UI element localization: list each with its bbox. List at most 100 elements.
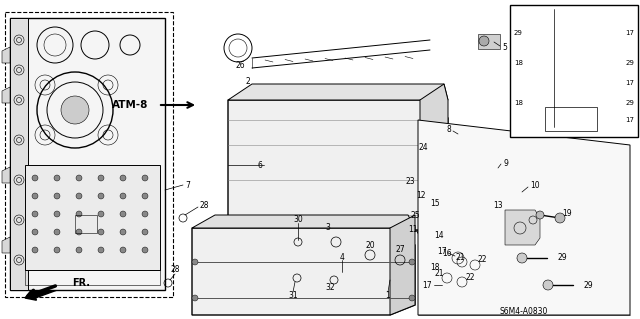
Circle shape <box>98 247 104 253</box>
Ellipse shape <box>374 185 402 207</box>
Ellipse shape <box>303 124 313 132</box>
Ellipse shape <box>337 275 363 295</box>
Polygon shape <box>2 47 10 63</box>
Text: 27: 27 <box>395 246 405 255</box>
Ellipse shape <box>338 188 358 204</box>
Circle shape <box>120 175 126 181</box>
Circle shape <box>98 175 104 181</box>
Text: 10: 10 <box>530 181 540 189</box>
Circle shape <box>32 175 38 181</box>
Ellipse shape <box>478 164 498 172</box>
Ellipse shape <box>556 96 576 110</box>
Ellipse shape <box>341 278 359 292</box>
Text: 32: 32 <box>325 284 335 293</box>
Text: 17: 17 <box>437 248 447 256</box>
Ellipse shape <box>551 22 581 44</box>
Ellipse shape <box>431 147 445 157</box>
Text: 29: 29 <box>558 254 568 263</box>
Ellipse shape <box>576 55 596 71</box>
Circle shape <box>142 247 148 253</box>
Ellipse shape <box>417 222 439 238</box>
Ellipse shape <box>341 245 359 259</box>
Ellipse shape <box>478 204 498 212</box>
Ellipse shape <box>556 76 576 90</box>
Circle shape <box>54 175 60 181</box>
Text: 5: 5 <box>502 43 507 53</box>
Polygon shape <box>418 120 630 315</box>
Polygon shape <box>420 84 448 230</box>
Circle shape <box>32 193 38 199</box>
Polygon shape <box>2 167 10 183</box>
Ellipse shape <box>422 190 442 205</box>
Text: 22: 22 <box>478 256 488 264</box>
Text: 28: 28 <box>170 265 180 275</box>
Ellipse shape <box>501 187 519 194</box>
Ellipse shape <box>437 197 459 213</box>
Text: 29: 29 <box>625 60 634 66</box>
Text: 29: 29 <box>514 30 523 36</box>
Ellipse shape <box>580 58 592 68</box>
Ellipse shape <box>301 245 319 259</box>
Bar <box>25 270 160 285</box>
Text: 14: 14 <box>435 231 444 240</box>
Text: 3: 3 <box>326 224 330 233</box>
Ellipse shape <box>261 245 279 259</box>
Circle shape <box>32 229 38 235</box>
Circle shape <box>76 229 82 235</box>
Text: 6: 6 <box>257 160 262 169</box>
Ellipse shape <box>501 203 519 210</box>
Polygon shape <box>228 84 448 100</box>
Ellipse shape <box>343 192 353 200</box>
Polygon shape <box>192 228 415 315</box>
Ellipse shape <box>257 242 283 262</box>
Ellipse shape <box>535 253 549 263</box>
Text: S6M4-A0830: S6M4-A0830 <box>500 308 548 316</box>
Text: 18: 18 <box>431 263 440 272</box>
Ellipse shape <box>298 120 318 136</box>
Text: 11: 11 <box>408 226 418 234</box>
Ellipse shape <box>576 95 596 111</box>
Ellipse shape <box>334 117 362 139</box>
Ellipse shape <box>564 282 572 288</box>
Text: 21: 21 <box>455 253 465 262</box>
Circle shape <box>120 211 126 217</box>
Ellipse shape <box>438 265 452 275</box>
Text: 29: 29 <box>625 100 634 106</box>
Ellipse shape <box>294 151 322 173</box>
Bar <box>510 5 638 137</box>
Ellipse shape <box>258 188 278 204</box>
Bar <box>75 215 97 233</box>
Ellipse shape <box>383 192 393 200</box>
Ellipse shape <box>378 120 398 136</box>
Text: 22: 22 <box>465 273 474 283</box>
Polygon shape <box>2 87 10 103</box>
Circle shape <box>517 253 527 263</box>
Ellipse shape <box>383 158 393 166</box>
Text: 26: 26 <box>235 61 245 70</box>
Text: 8: 8 <box>446 125 451 135</box>
Circle shape <box>98 229 104 235</box>
Bar <box>25 165 160 270</box>
Ellipse shape <box>294 117 322 139</box>
Text: 29: 29 <box>584 280 594 290</box>
Ellipse shape <box>338 120 358 136</box>
Ellipse shape <box>254 185 282 207</box>
Ellipse shape <box>298 188 318 204</box>
Text: 2: 2 <box>246 78 250 86</box>
Text: 7: 7 <box>185 181 190 189</box>
Circle shape <box>142 211 148 217</box>
Text: FR.: FR. <box>72 278 90 288</box>
Ellipse shape <box>378 154 398 170</box>
Ellipse shape <box>383 124 393 132</box>
Ellipse shape <box>263 124 273 132</box>
Ellipse shape <box>501 211 519 218</box>
Circle shape <box>98 211 104 217</box>
Ellipse shape <box>217 275 243 295</box>
Text: 17: 17 <box>625 117 634 123</box>
Text: 4: 4 <box>340 254 344 263</box>
Circle shape <box>536 211 544 219</box>
Circle shape <box>409 295 415 301</box>
Ellipse shape <box>538 255 546 261</box>
Ellipse shape <box>338 154 358 170</box>
Circle shape <box>54 229 60 235</box>
